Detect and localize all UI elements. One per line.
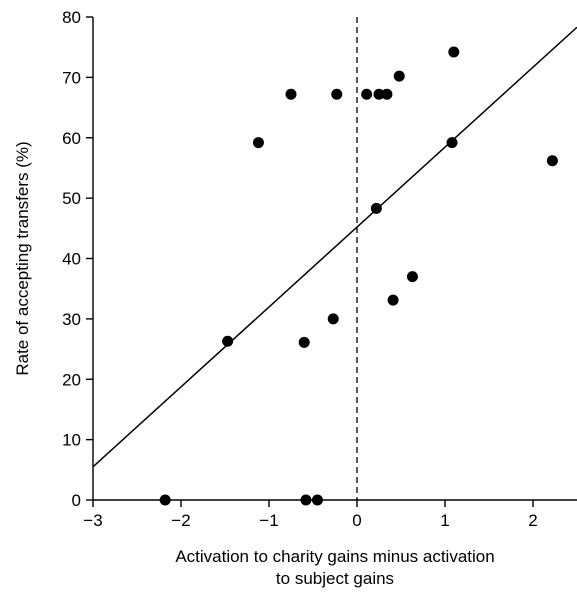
data-point xyxy=(546,155,558,167)
y-axis-label: Rate of accepting transfers (%) xyxy=(13,141,32,375)
data-point xyxy=(373,88,385,100)
data-point xyxy=(311,494,323,506)
data-point xyxy=(252,137,264,149)
x-tick-label: −1 xyxy=(259,511,278,530)
x-tick-label: 2 xyxy=(528,511,537,530)
data-point xyxy=(406,271,418,283)
data-point xyxy=(222,335,234,347)
x-tick-label: −3 xyxy=(83,511,102,530)
x-tick-label: 1 xyxy=(440,511,449,530)
data-points xyxy=(159,46,558,506)
data-point xyxy=(327,313,339,325)
y-tick-label: 50 xyxy=(62,189,81,208)
regression-line xyxy=(92,26,577,468)
data-point xyxy=(446,137,458,149)
y-tick-label: 10 xyxy=(62,431,81,450)
data-point xyxy=(381,88,393,100)
data-point xyxy=(285,88,297,100)
y-tick-label: 0 xyxy=(72,491,81,510)
y-tick-label: 80 xyxy=(62,8,81,27)
data-point xyxy=(370,202,382,214)
data-point xyxy=(361,88,373,100)
y-tick-label: 30 xyxy=(62,310,81,329)
data-point xyxy=(387,294,399,306)
data-point xyxy=(448,46,460,58)
data-point xyxy=(298,336,310,348)
data-point xyxy=(331,88,343,100)
x-axis-label-line-2: to subject gains xyxy=(276,569,394,588)
regression-line-path xyxy=(92,26,577,468)
data-point xyxy=(159,494,171,506)
y-tick-label: 70 xyxy=(62,68,81,87)
x-tick-label: 0 xyxy=(352,511,361,530)
y-tick-label: 60 xyxy=(62,129,81,148)
data-point xyxy=(300,494,312,506)
y-tick-label: 40 xyxy=(62,250,81,269)
x-tick-label: −2 xyxy=(171,511,190,530)
ticks: 0 10 20 30 40 50 60 70 80 −3 −2 −1 0 1 2 xyxy=(62,8,538,530)
x-axis-label-line-1: Activation to charity gains minus activa… xyxy=(175,547,494,566)
data-point xyxy=(393,70,405,82)
y-tick-label: 20 xyxy=(62,370,81,389)
